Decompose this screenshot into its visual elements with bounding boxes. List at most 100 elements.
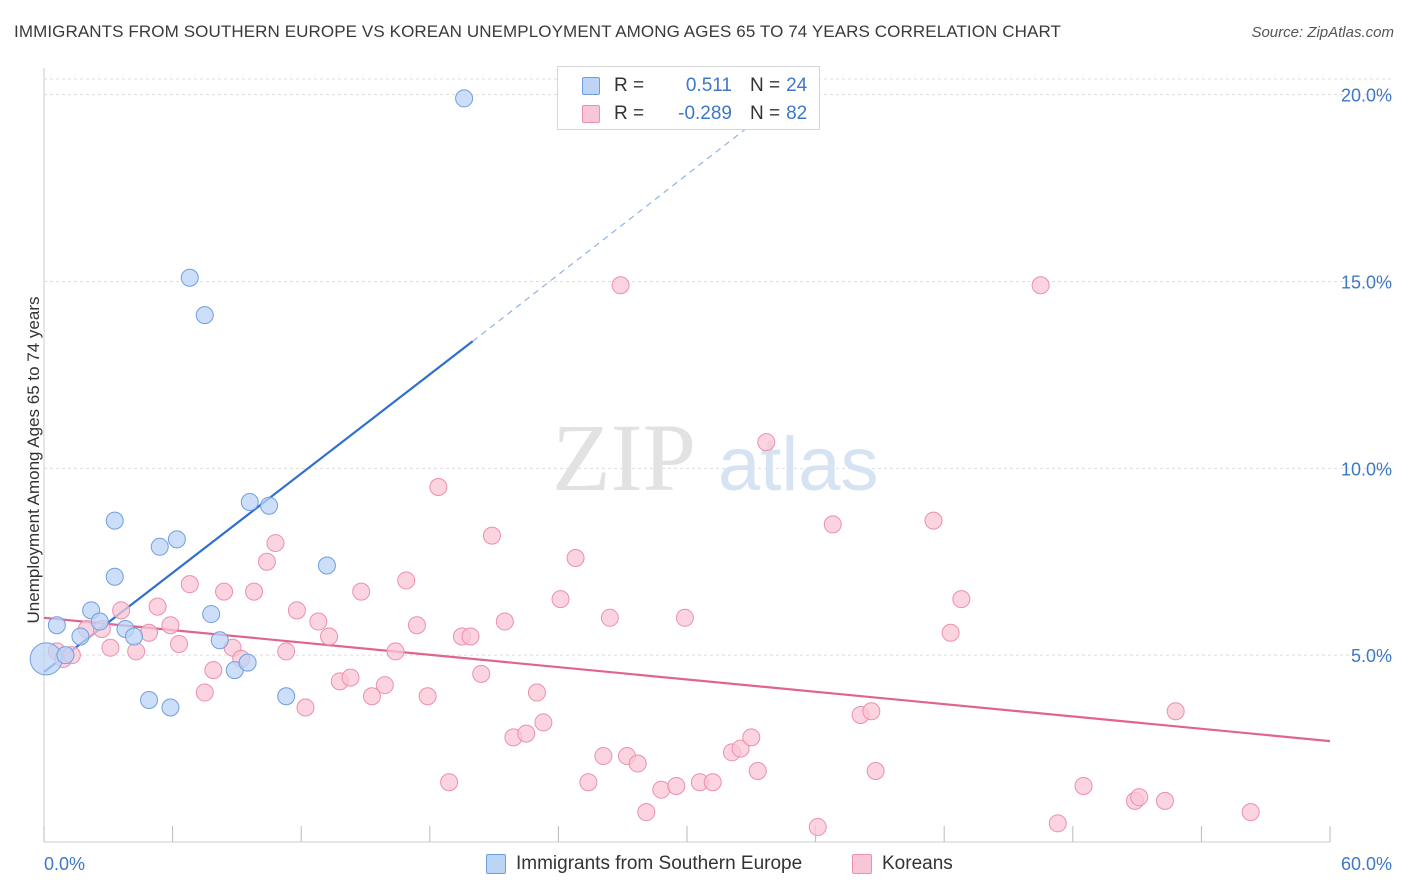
koreans-point (924, 511, 943, 530)
y-axis-label: Unemployment Among Ages 65 to 74 years (24, 296, 43, 624)
koreans-point (1241, 803, 1260, 822)
southern-europe-point (210, 631, 229, 650)
southern-europe-point (90, 612, 109, 631)
koreans-point (296, 698, 315, 717)
southern-europe-point (195, 306, 214, 325)
y-tick-label: 5.0% (1351, 646, 1392, 666)
koreans-point (180, 575, 199, 594)
koreans-point (675, 608, 694, 627)
koreans-point (1166, 702, 1185, 721)
koreans-point (461, 627, 480, 646)
koreans-point (148, 597, 167, 616)
koreans-point (352, 582, 371, 601)
x-tick-label: 60.0% (1341, 854, 1392, 874)
correlation-legend: R = 0.511 N = 24 R = -0.289 N = 82 (557, 66, 820, 130)
southern-europe-point (47, 616, 66, 635)
n-value: 24 (786, 75, 808, 96)
southern-europe-point (105, 511, 124, 530)
y-tick-label: 10.0% (1341, 459, 1392, 479)
southern-europe-point (240, 492, 259, 511)
southern-europe-trend-extension (472, 124, 752, 342)
southern-europe-point (455, 89, 474, 108)
koreans-point (1074, 776, 1093, 795)
koreans-point (140, 623, 159, 642)
southern-europe-point (202, 605, 221, 624)
r-label: R = (614, 75, 645, 96)
koreans-point (534, 713, 553, 732)
koreans-point (579, 773, 598, 792)
koreans-point (429, 478, 448, 497)
r-value: -0.289 (678, 103, 732, 124)
koreans-point (667, 776, 686, 795)
koreans-point (127, 642, 146, 661)
southern-europe-point (125, 627, 144, 646)
southern-europe-point (71, 627, 90, 646)
koreans-point (495, 612, 514, 631)
pink-swatch (582, 105, 600, 123)
bottom-legend-koreans: Koreans (852, 852, 953, 876)
southern-europe-point (317, 556, 336, 575)
koreans-point (161, 616, 180, 635)
koreans-point (703, 773, 722, 792)
southern-europe-point (150, 537, 169, 556)
koreans-point (112, 601, 131, 620)
axes (43, 68, 1331, 843)
southern-europe-point (260, 496, 279, 515)
koreans-point (320, 627, 339, 646)
chart-title: IMMIGRANTS FROM SOUTHERN EUROPE VS KOREA… (14, 22, 1061, 41)
koreans-point (862, 702, 881, 721)
koreans-point (277, 642, 296, 661)
y-tick-label: 15.0% (1341, 273, 1392, 293)
koreans-point (757, 433, 776, 452)
legend-row-koreans: R = -0.289 N = 82 (558, 101, 807, 127)
koreans-point (101, 638, 120, 657)
koreans-points (47, 276, 1260, 837)
koreans-point (808, 818, 827, 837)
koreans-point (341, 668, 360, 687)
koreans-point (1048, 814, 1067, 833)
koreans-point (266, 534, 285, 553)
koreans-point (566, 549, 585, 568)
watermark-atlas: atlas (718, 422, 879, 507)
koreans-point (204, 661, 223, 680)
koreans-point (1155, 791, 1174, 810)
koreans-point (517, 724, 536, 743)
koreans-point (362, 687, 381, 706)
n-label: N = (750, 75, 781, 96)
blue-swatch (486, 854, 506, 874)
koreans-point (731, 739, 750, 758)
gridlines (44, 78, 1392, 656)
source-credit: Source: ZipAtlas.com (1251, 24, 1394, 41)
southern-europe-point (238, 653, 257, 672)
n-label: N = (750, 103, 781, 124)
x-tick-label: 0.0% (44, 854, 85, 874)
koreans-point (628, 754, 647, 773)
koreans-point (637, 803, 656, 822)
koreans-point (551, 590, 570, 609)
southern-europe-point (277, 687, 296, 706)
koreans-point (472, 664, 491, 683)
bottom-legend-label: Koreans (882, 853, 953, 874)
koreans-point (866, 762, 885, 781)
koreans-point (742, 728, 761, 747)
koreans-point (386, 642, 405, 661)
koreans-point (600, 608, 619, 627)
southern-europe-point (180, 268, 199, 287)
koreans-point (287, 601, 306, 620)
southern-europe-point (161, 698, 180, 717)
koreans-point (440, 773, 459, 792)
southern-europe-point (105, 567, 124, 586)
koreans-point (170, 634, 189, 653)
n-value: 82 (786, 103, 808, 124)
tick-labels: 5.0% 10.0% 15.0% 20.0% 0.0% 60.0% (44, 86, 1392, 874)
bottom-legend-label: Immigrants from Southern Europe (516, 853, 803, 874)
koreans-point (952, 590, 971, 609)
koreans-point (397, 571, 416, 590)
koreans-point (1130, 788, 1149, 807)
koreans-point (482, 526, 501, 545)
watermark-zip: ZIP (552, 404, 696, 511)
pink-swatch (852, 854, 872, 874)
koreans-point (195, 683, 214, 702)
koreans-point (1031, 276, 1050, 295)
